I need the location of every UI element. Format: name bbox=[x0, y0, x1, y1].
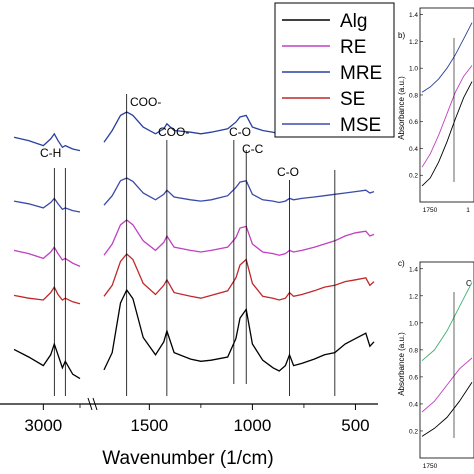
inset-y-tick-label: 0.6 bbox=[409, 374, 418, 381]
inset-series-line bbox=[421, 282, 473, 362]
series-line-alg-fingerprint bbox=[103, 288, 375, 372]
series-line-re-ch-region bbox=[13, 246, 81, 267]
legend: Alg RE MRE SE MSE bbox=[274, 2, 395, 138]
series-line-re-fingerprint bbox=[103, 219, 375, 256]
annotation-co-2: C-O bbox=[277, 165, 299, 179]
main-ftir-chart: C-H COO- COO- C-O C-C C-O 3000 1500 1000 50… bbox=[0, 94, 378, 469]
annotation-coo-2: COO- bbox=[158, 125, 189, 139]
panel-b-label: b) bbox=[398, 31, 405, 40]
inset-y-tick-label: 0.2 bbox=[409, 173, 418, 180]
inset-y-tick-label: 0.8 bbox=[409, 92, 418, 99]
annotation-coo-1: COO- bbox=[130, 95, 161, 109]
legend-label-re: RE bbox=[340, 37, 366, 58]
inset-y-tick-label: 1.4 bbox=[409, 266, 418, 273]
x-tick-label: 3000 bbox=[24, 416, 62, 435]
inset-series-line bbox=[421, 357, 473, 413]
legend-label-se: SE bbox=[340, 89, 365, 110]
annotation-group: C-H COO- COO- C-O C-C C-O bbox=[40, 95, 299, 179]
annotation-cc: C-C bbox=[242, 142, 264, 156]
inset-x-tick-label: 1750 bbox=[423, 207, 438, 214]
inset-y-tick-label: 1.2 bbox=[409, 293, 418, 300]
inset-y-tick-label: 0.8 bbox=[409, 347, 418, 354]
peak-marker-lines bbox=[53, 94, 336, 396]
inset-y-tick-label: 1.0 bbox=[409, 66, 418, 73]
annotation-ch: C-H bbox=[40, 146, 61, 160]
series-line-se-fingerprint bbox=[103, 253, 375, 301]
x-tick-group: 3000 1500 1000 500 bbox=[24, 404, 370, 435]
legend-label-mre: MRE bbox=[340, 63, 382, 84]
x-tick-label: 1000 bbox=[233, 416, 271, 435]
x-tick-label: 500 bbox=[341, 416, 369, 435]
series-line-mse-fingerprint bbox=[103, 177, 375, 206]
x-axis: 3000 1500 1000 500 Wavenumber (1/cm) bbox=[0, 397, 378, 469]
inset-y-tick-label: 1.4 bbox=[409, 12, 418, 19]
series-line-mse-ch-region bbox=[13, 197, 81, 213]
inset-panel-c: c) Absorbance (a.u.) C 0.2 0.4 0.6 0.8 1.0 1.… bbox=[397, 259, 474, 470]
legend-label-alg: Alg bbox=[340, 11, 367, 32]
inset-y-tick-label: 1.0 bbox=[409, 320, 418, 327]
axis-break-mark bbox=[87, 397, 98, 411]
inset-y-tick-label: 0.4 bbox=[409, 146, 418, 153]
series-line-alg-ch-region bbox=[13, 341, 81, 380]
series-line-mre-ch-region bbox=[13, 132, 81, 152]
inset-series-line bbox=[421, 65, 473, 168]
inset-y-tick-label: 0.6 bbox=[409, 119, 418, 126]
annotation-co-1: C-O bbox=[229, 125, 251, 139]
x-tick-label: 1500 bbox=[130, 416, 168, 435]
main-series-group bbox=[13, 111, 375, 380]
inset-series-line bbox=[421, 22, 473, 93]
inset-x-tick-label: 1750 bbox=[423, 463, 438, 470]
series-line-se-ch-region bbox=[13, 285, 81, 305]
inset-panel-b: b) Absorbance (a.u.) 0.2 0.4 0.6 0.8 1.0 1.2 1… bbox=[397, 7, 474, 214]
panel-c-label: c) bbox=[398, 259, 405, 268]
inset-y-tick-label: 0.2 bbox=[409, 428, 418, 435]
legend-label-mse: MSE bbox=[340, 115, 381, 136]
panel-c-annotation: C bbox=[466, 279, 472, 288]
inset-series-line bbox=[421, 81, 473, 187]
x-axis-label: Wavenumber (1/cm) bbox=[102, 448, 273, 469]
inset-y-tick-label: 1.2 bbox=[409, 39, 418, 46]
panel-b-ylabel: Absorbance (a.u.) bbox=[397, 76, 406, 140]
inset-series-line bbox=[421, 382, 473, 437]
inset-x-tick-label: 1 bbox=[466, 207, 470, 214]
inset-y-tick-label: 0.4 bbox=[409, 401, 418, 408]
panel-c-ylabel: Absorbance (a.u.) bbox=[397, 332, 406, 396]
